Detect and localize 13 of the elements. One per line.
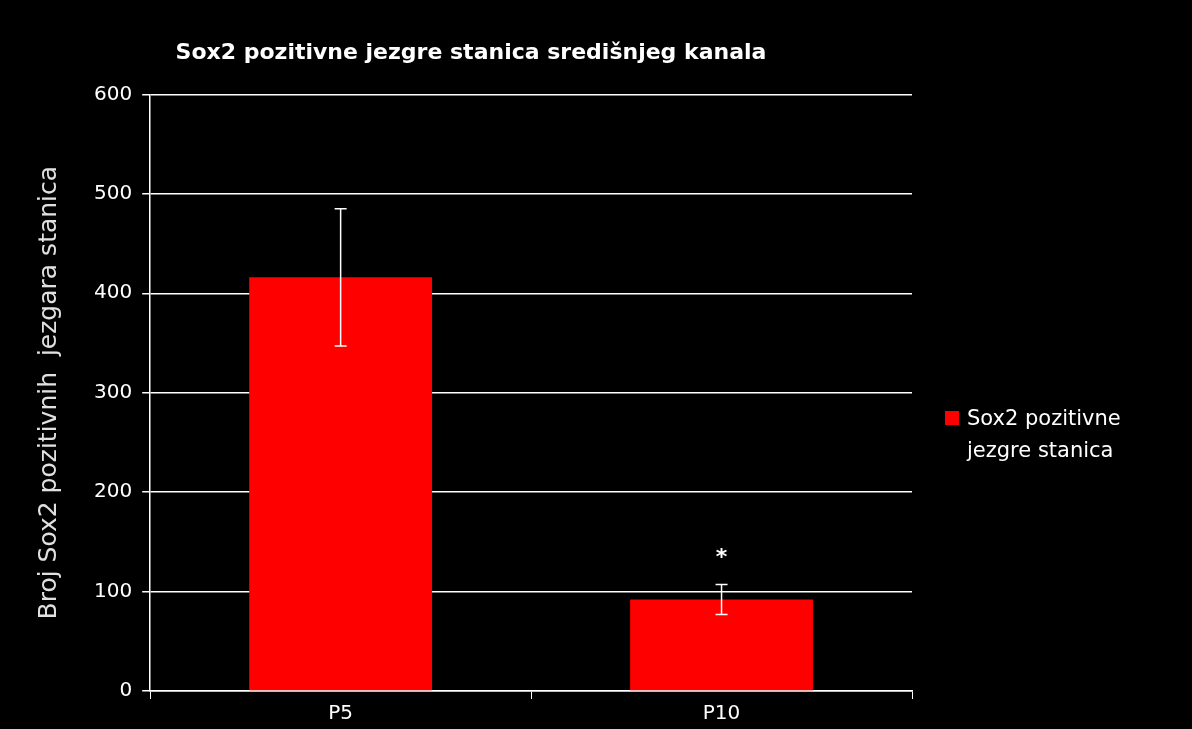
chart-title: Sox2 pozitivne jezgre stanica središnjeg kanala [175, 38, 767, 64]
y-tick-label: 100 [93, 577, 133, 602]
y-tick-label: 0 [119, 677, 133, 702]
y-tick-label: 500 [93, 180, 133, 205]
y-tick-label: 300 [93, 378, 133, 403]
y-tick-label: 200 [93, 478, 133, 503]
annotation: * [715, 544, 728, 570]
y-axis-title: Broj Sox2 pozitivnih jezgara stanica [32, 165, 62, 620]
y-tick-label: 400 [93, 279, 133, 304]
x-tick-label: P5 [328, 700, 354, 725]
y-tick-label: 600 [93, 80, 133, 105]
legend-label: Sox2 pozitivne jezgre stanica [967, 405, 1122, 464]
x-tick-label: P10 [702, 700, 741, 725]
